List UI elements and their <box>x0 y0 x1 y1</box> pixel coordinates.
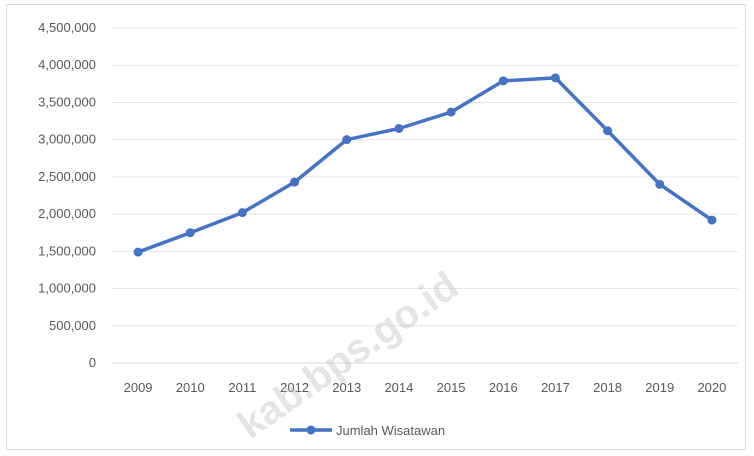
legend-label: Jumlah Wisatawan <box>336 423 445 438</box>
data-point <box>290 177 300 187</box>
x-tick-label: 2014 <box>384 380 413 395</box>
x-tick-label: 2013 <box>332 380 361 395</box>
data-point <box>498 76 508 86</box>
series-line <box>136 76 714 254</box>
y-tick-label: 0 <box>89 355 96 370</box>
data-point <box>237 208 247 218</box>
x-tick-label: 2012 <box>280 380 309 395</box>
data-point <box>707 215 717 225</box>
series-line-path <box>136 76 714 254</box>
y-tick-label: 2,000,000 <box>38 206 96 221</box>
data-point <box>550 73 560 83</box>
x-tick-label: 2015 <box>437 380 466 395</box>
data-point <box>655 179 665 189</box>
data-point <box>446 107 456 117</box>
x-tick-label: 2018 <box>593 380 622 395</box>
data-point <box>603 126 613 136</box>
y-tick-label: 4,000,000 <box>38 57 96 72</box>
x-tick-label: 2017 <box>541 380 570 395</box>
data-point <box>342 135 352 145</box>
legend-point-marker <box>306 425 316 435</box>
gridlines <box>112 27 738 364</box>
data-point <box>133 247 143 257</box>
data-point <box>185 228 195 238</box>
y-tick-label: 3,500,000 <box>38 94 96 109</box>
series-points <box>133 73 717 257</box>
y-axis-tick-labels: 0 500,000 1,000,000 1,500,000 2,000,000 2,500… <box>38 20 96 370</box>
x-tick-label: 2016 <box>489 380 518 395</box>
legend: Jumlah Wisatawan <box>290 423 445 438</box>
y-tick-label: 3,000,000 <box>38 132 96 147</box>
x-axis-tick-labels: 2009 2010 2011 2012 2013 2014 2015 2016 2017 2018… <box>124 380 727 395</box>
x-tick-label: 2011 <box>228 380 256 395</box>
y-tick-label: 1,500,000 <box>38 243 96 258</box>
x-tick-label: 2010 <box>176 380 205 395</box>
y-tick-label: 2,500,000 <box>38 169 96 184</box>
y-tick-label: 4,500,000 <box>38 20 96 35</box>
y-tick-label: 1,000,000 <box>38 281 96 296</box>
chart-frame <box>6 4 746 450</box>
x-tick-label: 2019 <box>645 380 674 395</box>
y-tick-label: 500,000 <box>49 318 96 333</box>
watermark: kab.bps.go.id <box>230 263 466 447</box>
x-tick-label: 2020 <box>697 380 726 395</box>
x-tick-label: 2009 <box>124 380 153 395</box>
data-point <box>394 124 404 133</box>
